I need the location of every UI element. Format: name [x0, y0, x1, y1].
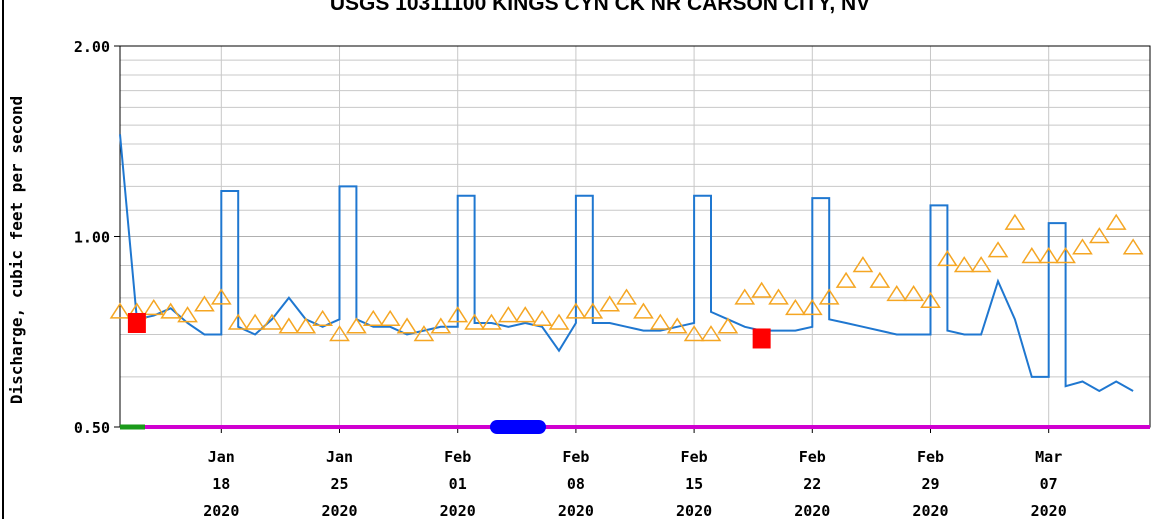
- median-marker: [346, 317, 367, 334]
- median-marker: [953, 256, 975, 273]
- measurement-marker: [127, 312, 146, 333]
- median-marker: [413, 325, 435, 342]
- x-tick-label: Feb: [562, 448, 589, 466]
- median-marker: [734, 288, 756, 305]
- median-marker: [295, 317, 317, 334]
- x-tick-label: 2020: [676, 502, 712, 519]
- plot-area: 0.50 1.00 2.00 Jan 18 2020 Jan 25 2020 Feb 01 2020 F…: [74, 38, 1151, 519]
- median-marker: [160, 302, 182, 319]
- median-marker: [244, 313, 266, 330]
- x-tick-label: 2020: [321, 502, 357, 519]
- median-marker: [582, 302, 604, 319]
- x-tick-label: 08: [567, 475, 585, 493]
- median-marker: [937, 250, 958, 267]
- median-marker: [801, 298, 823, 316]
- median-marker: [633, 302, 654, 319]
- x-tick-label: 01: [449, 475, 467, 493]
- x-tick-label: Feb: [681, 448, 708, 466]
- median-marker: [396, 317, 418, 334]
- median-marker: [852, 256, 874, 273]
- x-tick-label: Feb: [917, 448, 944, 466]
- median-marker: [700, 325, 722, 342]
- median-marker: [261, 313, 283, 330]
- x-tick-label: Feb: [799, 448, 826, 466]
- median-marker: [464, 313, 485, 330]
- median-marker: [970, 256, 992, 273]
- median-marker: [1004, 213, 1026, 230]
- median-marker: [920, 291, 941, 309]
- median-marker: [903, 285, 924, 302]
- median-marker: [599, 295, 621, 312]
- median-marker: [194, 295, 215, 312]
- x-tick-label: 2020: [203, 502, 239, 519]
- x-tick-label: 2020: [440, 502, 476, 519]
- median-marker: [1122, 238, 1144, 255]
- median-marker: [1105, 213, 1127, 230]
- y-axis-label: Discharge, cubic feet per second: [7, 96, 26, 404]
- median-marker: [329, 325, 350, 342]
- median-marker: [869, 271, 891, 288]
- median-marker: [278, 317, 300, 334]
- median-marker: [616, 288, 637, 305]
- x-tick-label: 07: [1040, 475, 1058, 493]
- median-marker: [751, 281, 773, 298]
- median-marker: [565, 302, 587, 319]
- x-tick-label: 15: [685, 475, 703, 493]
- x-tick-label: 29: [921, 475, 939, 493]
- median-marker: [1088, 227, 1110, 244]
- x-tick-label: 22: [803, 475, 821, 493]
- median-marker: [447, 306, 469, 323]
- median-marker: [109, 302, 131, 319]
- median-marker: [143, 298, 165, 316]
- median-marker: [649, 313, 671, 330]
- y-tick-label: 0.50: [74, 419, 110, 437]
- median-marker: [1072, 238, 1093, 255]
- x-tick-label: 2020: [794, 502, 830, 519]
- x-tick-label: 18: [212, 475, 230, 493]
- x-tick-label: Mar: [1035, 448, 1062, 466]
- median-marker: [818, 288, 840, 305]
- median-marker: [379, 309, 401, 327]
- median-marker: [717, 317, 739, 334]
- y-tick-label: 2.00: [74, 38, 110, 56]
- measurement-marker: [752, 328, 771, 349]
- median-marker: [177, 306, 198, 323]
- chart-title: USGS 10311100 KINGS CYN CK NR CARSON CIT…: [330, 0, 870, 15]
- x-tick-label: Feb: [444, 448, 471, 466]
- y-tick-label: 1.00: [74, 229, 110, 247]
- median-marker: [430, 317, 452, 334]
- median-marker: [531, 309, 553, 327]
- x-tick-label: 25: [330, 475, 348, 493]
- median-marker: [1038, 247, 1060, 264]
- x-tick-label: Jan: [326, 448, 353, 466]
- median-marker: [514, 306, 536, 323]
- median-marker: [666, 317, 688, 334]
- median-marker: [683, 325, 705, 342]
- median-marker: [210, 288, 232, 305]
- period-bar: [490, 420, 546, 434]
- median-marker: [548, 313, 570, 330]
- median-marker: [987, 241, 1009, 258]
- median-marker: [886, 285, 908, 302]
- x-tick-label: 2020: [1031, 502, 1067, 519]
- median-marker: [227, 313, 249, 330]
- x-tick-label: 2020: [912, 502, 948, 519]
- median-marker: [497, 306, 519, 323]
- median-marker: [768, 288, 789, 305]
- median-marker: [1055, 247, 1076, 264]
- median-marker: [481, 313, 502, 330]
- median-marker: [785, 298, 806, 316]
- discharge-line: [119, 134, 1134, 393]
- median-marker: [312, 309, 333, 327]
- median-marker: [1021, 247, 1043, 264]
- median-marker: [835, 271, 857, 288]
- x-tick-label: Jan: [208, 448, 235, 466]
- x-tick-label: 2020: [558, 502, 594, 519]
- median-marker: [362, 309, 384, 327]
